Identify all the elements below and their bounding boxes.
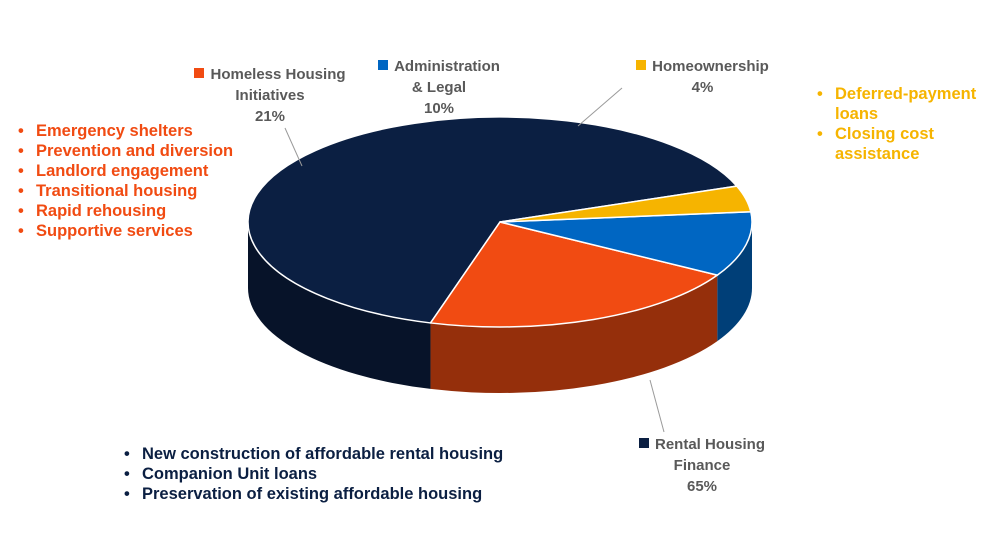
list-item: Companion Unit loans bbox=[120, 464, 580, 484]
admin-slice-side bbox=[717, 222, 752, 342]
homeless-slice-side bbox=[430, 275, 718, 393]
rental-legend-swatch bbox=[638, 438, 649, 448]
list-item: Emergency shelters bbox=[14, 121, 244, 141]
list-item: Rapid rehousing bbox=[14, 201, 244, 221]
admin-label-pct: 10% bbox=[423, 100, 455, 117]
rental-slice-label: Rental Housing Finance 65% bbox=[622, 434, 782, 497]
homeless-label-line2: Initiatives bbox=[235, 87, 305, 104]
list-item: Supportive services bbox=[14, 221, 244, 241]
homeownership-slice-label: Homeownership 4% bbox=[620, 56, 785, 98]
rental-label-line2: Finance bbox=[673, 457, 731, 474]
list-item: Transitional housing bbox=[14, 181, 244, 201]
homeless-legend-swatch bbox=[194, 68, 205, 78]
rental-label-pct: 65% bbox=[686, 478, 718, 495]
list-item: Deferred-payment loans bbox=[813, 84, 993, 124]
homeless-initiatives-list: Emergency shelters Prevention and divers… bbox=[14, 121, 244, 241]
homeless-label-pct: 21% bbox=[254, 108, 286, 125]
homeless-leader-line bbox=[284, 127, 303, 167]
rental-slice-side bbox=[248, 222, 431, 389]
homeownership-slice bbox=[499, 185, 752, 223]
homeless-label-line1: Homeless Housing bbox=[210, 66, 346, 83]
rental-finance-list: New construction of affordable rental ho… bbox=[120, 444, 580, 504]
rental-leader-line bbox=[649, 379, 665, 433]
rental-slice bbox=[247, 116, 739, 324]
list-item: Closing cost assistance bbox=[813, 124, 993, 164]
list-item: Prevention and diversion bbox=[14, 141, 244, 161]
list-item: Preservation of existing affordable hous… bbox=[120, 484, 580, 504]
admin-label-line1: Administration bbox=[394, 58, 500, 75]
homeless-slice bbox=[429, 221, 720, 328]
rental-label-line1: Rental Housing bbox=[654, 436, 765, 453]
homeownership-label-pct: 4% bbox=[691, 79, 714, 96]
homeownership-leader-line bbox=[577, 87, 623, 127]
admin-legend-swatch bbox=[378, 60, 389, 70]
admin-slice-label: Administration & Legal 10% bbox=[364, 56, 514, 119]
admin-label-line2: & Legal bbox=[411, 79, 467, 96]
homeless-slice-label: Homeless Housing Initiatives 21% bbox=[180, 64, 360, 127]
homeownership-label-line1: Homeownership bbox=[652, 58, 769, 75]
homeownership-legend-swatch bbox=[636, 60, 647, 70]
homeownership-list: Deferred-payment loans Closing cost assi… bbox=[813, 84, 993, 164]
list-item: Landlord engagement bbox=[14, 161, 244, 181]
admin-slice bbox=[499, 210, 753, 276]
list-item: New construction of affordable rental ho… bbox=[120, 444, 580, 464]
